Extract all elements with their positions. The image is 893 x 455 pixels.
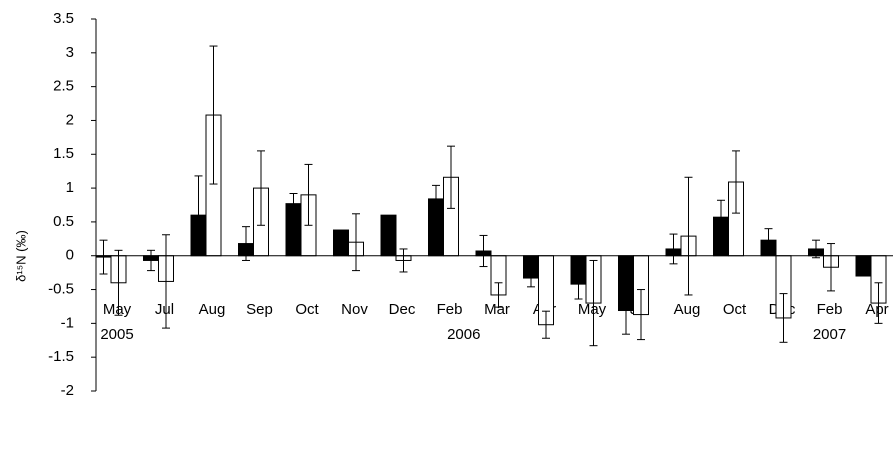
x-tick-label: Oct xyxy=(723,301,747,318)
x-tick-label: Mar xyxy=(484,301,510,318)
y-tick-label: -1.5 xyxy=(48,348,74,365)
error-bar xyxy=(574,268,583,300)
error-bar xyxy=(527,268,535,288)
y-tick-label: -2 xyxy=(61,382,74,399)
error-bar xyxy=(162,234,170,329)
error-bar xyxy=(99,239,108,275)
x-group-label: 2006 xyxy=(447,326,480,343)
x-tick-label: Aug xyxy=(199,301,226,318)
x-tick-label: May xyxy=(578,301,607,318)
error-bar xyxy=(147,249,155,272)
error-bar xyxy=(479,234,488,268)
error-bar xyxy=(209,45,218,185)
y-tick-label: 3 xyxy=(66,44,74,61)
error-bar xyxy=(874,282,883,324)
error-bar xyxy=(494,282,503,308)
error-bar xyxy=(257,150,265,226)
error-bar xyxy=(827,243,835,292)
x-tick-label: Jul xyxy=(155,301,174,318)
error-bar xyxy=(622,286,630,335)
x-tick-label: Feb xyxy=(437,301,463,318)
y-tick-label: 1 xyxy=(66,179,74,196)
x-tick-label: Aug xyxy=(674,301,701,318)
error-bar xyxy=(637,289,645,341)
error-bar xyxy=(399,248,408,273)
x-tick-label: Nov xyxy=(341,301,368,318)
error-bar xyxy=(542,310,550,339)
error-bar xyxy=(432,184,440,213)
error-bar xyxy=(114,249,123,316)
x-tick-label: Oct xyxy=(295,301,319,318)
bar xyxy=(380,214,397,257)
error-bar xyxy=(289,193,298,215)
x-tick-label: Feb xyxy=(817,301,843,318)
y-tick-label: 2.5 xyxy=(53,78,74,95)
y-axis-label: δ¹⁵N (‰) xyxy=(13,230,28,282)
error-bar xyxy=(447,145,455,209)
error-bar xyxy=(684,176,693,296)
error-bar xyxy=(304,163,313,226)
y-tick-label: 0 xyxy=(66,247,74,264)
error-bar xyxy=(669,233,678,265)
error-bar xyxy=(732,150,740,214)
y-tick-label: 1.5 xyxy=(53,145,74,162)
x-group-label: 2005 xyxy=(100,326,133,343)
y-tick-label: 0.5 xyxy=(53,213,74,230)
error-bar xyxy=(779,293,788,343)
error-bar xyxy=(717,199,725,235)
y-tick-label: 2 xyxy=(66,111,74,128)
x-tick-label: Dec xyxy=(389,301,416,318)
y-tick-label: 3.5 xyxy=(53,10,74,27)
y-tick-label: -1 xyxy=(61,314,74,331)
x-tick-label: Apr xyxy=(865,301,888,318)
bar xyxy=(333,229,349,257)
error-bar xyxy=(194,175,203,255)
y-tick-label: -0.5 xyxy=(48,281,74,298)
x-tick-label: Sep xyxy=(246,301,273,318)
error-bar xyxy=(352,213,360,272)
x-group-label: 2007 xyxy=(813,326,846,343)
x-tick-label: May xyxy=(103,301,132,318)
error-bar xyxy=(764,228,773,253)
bar xyxy=(855,255,872,277)
error-bar xyxy=(589,259,598,347)
error-bar xyxy=(812,239,820,259)
error-bar xyxy=(242,226,250,261)
